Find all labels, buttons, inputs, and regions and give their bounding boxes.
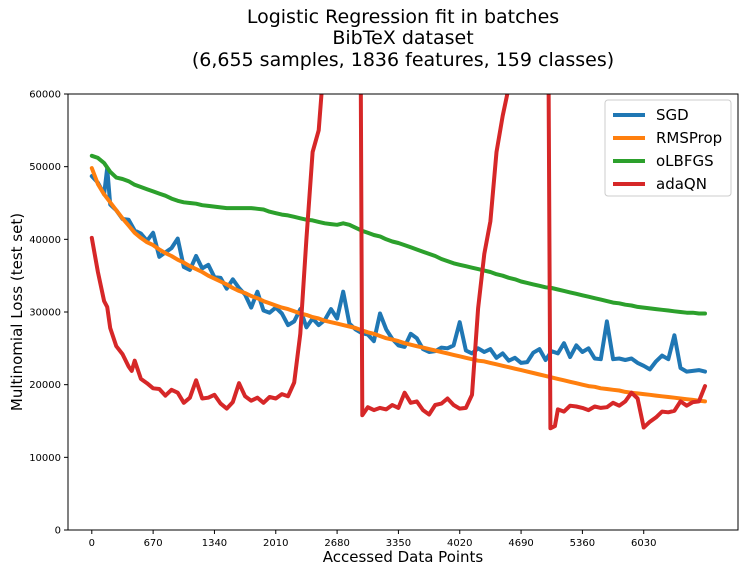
x-tick-label: 4690 (508, 538, 533, 549)
x-tick-label: 6030 (631, 538, 656, 549)
x-tick-label: 3350 (386, 538, 411, 549)
y-tick-label: 0 (55, 526, 61, 537)
x-tick-label: 2010 (263, 538, 288, 549)
series-line-rmsprop (89, 166, 707, 404)
x-tick-label: 4020 (447, 538, 472, 549)
y-axis: 0 10000 20000 30000 40000 50000 60000 (29, 90, 68, 537)
x-tick-label: 5360 (570, 538, 595, 549)
x-tick-label: 1340 (202, 538, 227, 549)
y-tick-label: 20000 (29, 380, 61, 391)
series-line-olbfgs (89, 153, 707, 316)
legend-label-sgd: SGD (656, 106, 689, 124)
y-tick-label: 40000 (29, 235, 61, 246)
x-tick-label: 670 (144, 538, 163, 549)
legend-label-olbfgs: oLBFGS (656, 152, 714, 170)
chart-title: Logistic Regression fit in batches BibTe… (192, 6, 614, 71)
y-tick-label: 10000 (29, 453, 61, 464)
x-tick-label: 0 (89, 538, 95, 549)
legend-label-rmsprop: RMSProp (656, 129, 722, 147)
x-axis: 0 670 1340 2010 2680 3350 4020 4690 5360 6030 (89, 530, 656, 549)
plot-area (67, 93, 739, 531)
x-tick-label: 2680 (324, 538, 349, 549)
y-tick-label: 60000 (29, 90, 61, 101)
legend-box (604, 99, 732, 197)
y-axis-label: Multinomial Loss (test set) (8, 213, 26, 411)
chart-title-line-2: BibTeX dataset (332, 27, 473, 49)
series-line-adaqn (89, 94, 707, 431)
series-group (89, 94, 707, 431)
chart-title-line-3: (6,655 samples, 1836 features, 159 class… (192, 49, 614, 71)
legend: SGD RMSProp oLBFGS adaQN (604, 99, 732, 197)
legend-label-adaqn: adaQN (656, 175, 707, 193)
x-axis-label: Accessed Data Points (323, 548, 484, 566)
y-tick-label: 30000 (29, 308, 61, 319)
chart-title-line-1: Logistic Regression fit in batches (247, 6, 559, 28)
y-tick-label: 50000 (29, 162, 61, 173)
